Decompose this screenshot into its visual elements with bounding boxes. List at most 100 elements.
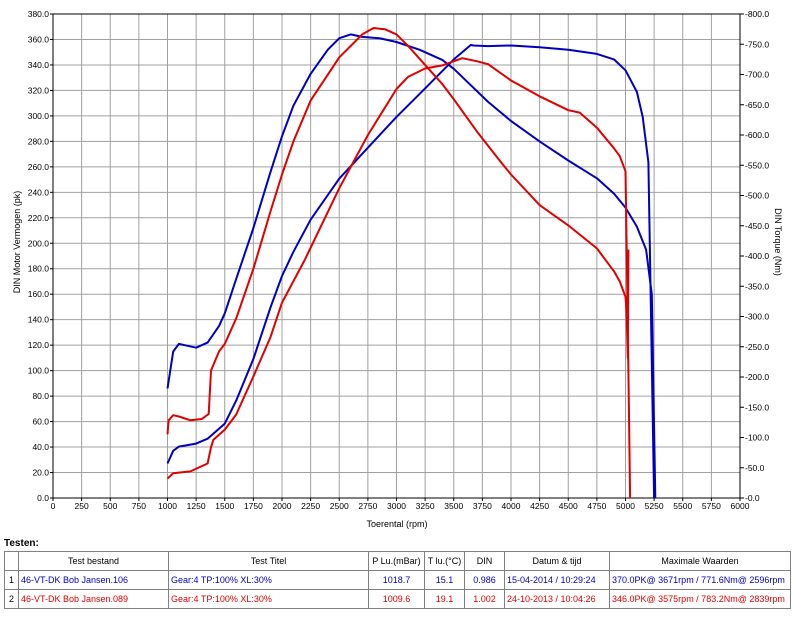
header-t-lu[interactable]: T lu.(°C)	[424, 551, 465, 571]
right-y-tick-label: -450.0	[745, 221, 769, 231]
left-y-tick-label: 300.0	[28, 111, 50, 121]
x-tick-label: 4500	[559, 501, 578, 511]
x-tick-label: 3500	[444, 501, 463, 511]
p-lu-cell: 1018.7	[368, 570, 425, 590]
series-layer	[166, 27, 657, 499]
test-titel-cell: Gear:4 TP:100% XL:30%	[168, 589, 369, 609]
header-test-bestand[interactable]: Test bestand	[18, 551, 169, 571]
left-y-tick-label: 260.0	[28, 162, 50, 172]
x-axis-label: Toerental (rpm)	[366, 519, 427, 529]
x-tick-label: 1500	[215, 501, 234, 511]
x-tick-label: 750	[132, 501, 146, 511]
left-y-tick-label: 380.0	[28, 9, 50, 19]
right-y-tick-label: -50.0	[745, 463, 765, 473]
right-y-tick-label: -350.0	[745, 281, 769, 291]
header-p-lu[interactable]: P Lu.(mBar)	[368, 551, 425, 571]
x-tick-label: 6000	[731, 501, 750, 511]
grid-lines	[52, 13, 741, 499]
left-y-tick-label: 100.0	[28, 366, 50, 376]
right-y-tick-label: -550.0	[745, 160, 769, 170]
blue-torque-line	[166, 43, 656, 499]
row-index: 1	[4, 570, 19, 590]
x-tick-label: 5250	[645, 501, 664, 511]
left-y-tick-label: 220.0	[28, 213, 50, 223]
left-y-tick-label: 340.0	[28, 60, 50, 70]
datum-cell: 24-10-2013 / 10:04:26	[504, 589, 610, 609]
left-y-tick-label: 0.0	[37, 493, 49, 503]
din-cell: 0.986	[464, 570, 505, 590]
right-y-axis-ticks: -0.0 -50.0 -100.0 -150.0 -200.0 -250.0 -300.0 -…	[740, 9, 769, 503]
datum-cell: 15-04-2014 / 10:29:24	[504, 570, 610, 590]
left-y-tick-label: 120.0	[28, 340, 50, 350]
x-tick-label: 250	[75, 501, 89, 511]
left-y-axis-ticks: 0.0 20.0 40.0 60.0 80.0 100.0 120.0 140.0 160.0 1…	[28, 9, 53, 503]
t-lu-cell: 15.1	[424, 570, 465, 590]
x-tick-label: 2500	[330, 501, 349, 511]
max-waarden-cell: 346.0PK@ 3575rpm / 783.2Nm@ 2839rpm	[609, 589, 791, 609]
test-bestand-cell: 46-VT-DK Bob Jansen.089	[18, 589, 169, 609]
dyno-chart: 0 250 500 750 1000 1250 1500 1750 2000 2250 2500 27…	[12, 9, 783, 529]
row-index: 2	[4, 589, 19, 609]
right-y-tick-label: -400.0	[745, 251, 769, 261]
left-y-tick-label: 200.0	[28, 238, 50, 248]
test-results-table: Test bestand Test Titel P Lu.(mBar) T lu…	[4, 551, 791, 609]
x-tick-label: 5500	[673, 501, 692, 511]
right-y-axis-label: DIN Torque (Nm)	[773, 208, 783, 276]
x-tick-label: 5000	[616, 501, 635, 511]
right-y-tick-label: -500.0	[745, 191, 769, 201]
x-tick-label: 2000	[273, 501, 292, 511]
right-y-tick-label: -150.0	[745, 402, 769, 412]
left-y-tick-label: 320.0	[28, 85, 50, 95]
x-tick-label: 1000	[158, 501, 177, 511]
x-tick-label: 500	[103, 501, 117, 511]
x-tick-label: 4000	[502, 501, 521, 511]
right-y-tick-label: -650.0	[745, 100, 769, 110]
test-titel-cell: Gear:4 TP:100% XL:30%	[168, 570, 369, 590]
test-bestand-cell: 46-VT-DK Bob Jansen.106	[18, 570, 169, 590]
left-y-tick-label: 80.0	[32, 391, 49, 401]
left-y-tick-label: 280.0	[28, 136, 50, 146]
x-tick-label: 0	[51, 501, 56, 511]
t-lu-cell: 19.1	[424, 589, 465, 609]
left-y-tick-label: 160.0	[28, 289, 50, 299]
right-y-tick-label: -200.0	[745, 372, 769, 382]
x-tick-label: 2250	[301, 501, 320, 511]
x-tick-label: 1250	[187, 501, 206, 511]
p-lu-cell: 1009.6	[368, 589, 425, 609]
x-axis-ticks: 0 250 500 750 1000 1250 1500 1750 2000 2250 2500 27…	[51, 498, 750, 511]
x-tick-label: 4750	[587, 501, 606, 511]
right-y-tick-label: -0.0	[745, 493, 760, 503]
x-tick-label: 2750	[358, 501, 377, 511]
header-test-titel[interactable]: Test Titel	[168, 551, 369, 571]
x-tick-label: 3250	[416, 501, 435, 511]
table-row[interactable]: 1 46-VT-DK Bob Jansen.106 Gear:4 TP:100%…	[4, 570, 791, 590]
right-y-tick-label: -250.0	[745, 342, 769, 352]
x-tick-label: 3000	[387, 501, 406, 511]
x-tick-label: 1750	[244, 501, 263, 511]
left-y-tick-label: 60.0	[32, 417, 49, 427]
header-max-waarden[interactable]: Maximale Waarden	[609, 551, 791, 571]
left-y-tick-label: 40.0	[32, 442, 49, 452]
header-datum[interactable]: Datum & tijd	[504, 551, 610, 571]
tests-section-label: Testen:	[4, 538, 39, 549]
x-tick-label: 4250	[530, 501, 549, 511]
right-y-tick-label: -800.0	[745, 9, 769, 19]
left-y-tick-label: 140.0	[28, 315, 50, 325]
left-y-axis-label: DIN Motor Vermogen (pk)	[12, 191, 22, 294]
blue-power-line	[166, 33, 657, 499]
right-y-tick-label: -300.0	[745, 312, 769, 322]
max-waarden-cell: 370.0PK@ 3671rpm / 771.6Nm@ 2596rpm	[609, 570, 791, 590]
right-y-tick-label: -600.0	[745, 130, 769, 140]
right-y-tick-label: -750.0	[745, 39, 769, 49]
right-y-tick-label: -100.0	[745, 433, 769, 443]
table-header-row: Test bestand Test Titel P Lu.(mBar) T lu…	[4, 551, 791, 571]
table-row[interactable]: 2 46-VT-DK Bob Jansen.089 Gear:4 TP:100%…	[4, 589, 791, 609]
header-index	[4, 551, 19, 571]
header-din[interactable]: DIN	[464, 551, 505, 571]
left-y-tick-label: 240.0	[28, 187, 50, 197]
din-cell: 1.002	[464, 589, 505, 609]
red-power-line	[166, 27, 630, 435]
red-torque-line	[166, 57, 632, 499]
x-tick-label: 3750	[473, 501, 492, 511]
right-y-tick-label: -700.0	[745, 70, 769, 80]
